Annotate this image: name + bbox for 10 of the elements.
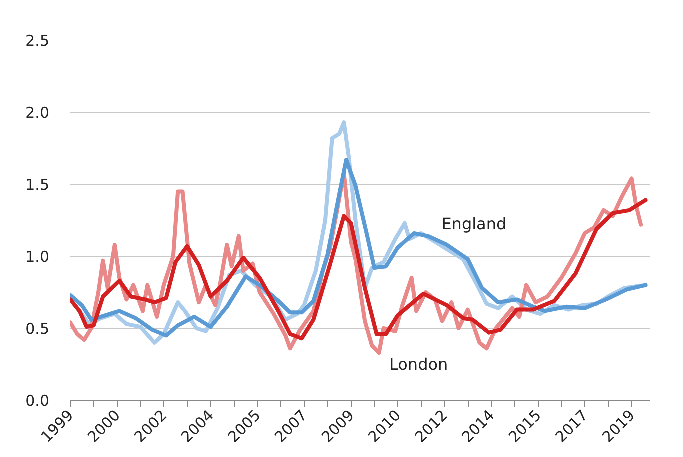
y-tick-label: 2.5 [26,32,50,50]
y-tick-label: 2.0 [26,104,50,122]
series-label: England [442,214,507,234]
y-tick-label: 0.0 [26,392,50,410]
y-tick-label: 1.5 [26,176,50,194]
y-tick-label: 1.0 [26,248,50,266]
line-series [70,198,648,341]
line-series [70,158,648,338]
y-tick-label: 0.5 [26,320,50,338]
series-label: London [390,355,448,374]
